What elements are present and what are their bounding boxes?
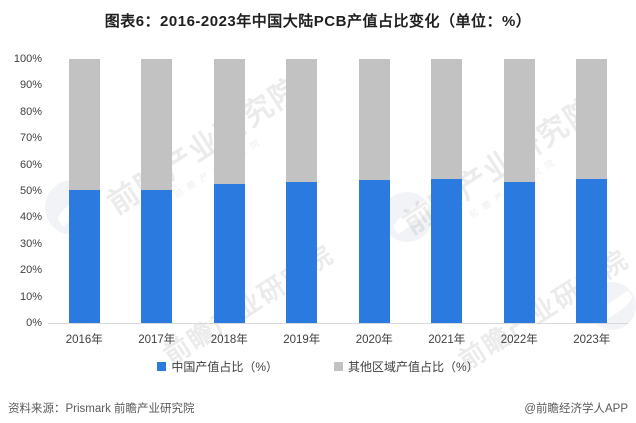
- y-tick-label: 30%: [19, 237, 42, 250]
- stacked-bar-2018年: [213, 59, 245, 323]
- bar-segment: [68, 59, 100, 190]
- x-tick-label: 2023年: [573, 334, 611, 346]
- bar-segment: [213, 59, 245, 185]
- bar-series: [48, 59, 628, 323]
- bar-group: [411, 59, 484, 323]
- bar-group: [338, 59, 411, 323]
- y-tick-label: 100%: [13, 53, 42, 65]
- legend-label-china: 中国产值占比（%）: [171, 360, 278, 374]
- bar-segment: [68, 189, 100, 323]
- bar-group: [121, 59, 194, 323]
- bar-segment: [503, 59, 535, 182]
- stacked-bar-2017年: [141, 59, 173, 323]
- x-tick-label: 2018年: [210, 334, 248, 346]
- bar-group: [48, 59, 121, 323]
- y-tick-label: 0%: [26, 317, 42, 329]
- stacked-bar-2021年: [431, 59, 463, 323]
- source-note: 资料来源：Prismark 前瞻产业研究院: [8, 403, 195, 415]
- bar-segment: [503, 181, 535, 323]
- x-axis: 2016年 2017年 2018年 2019年 2020年 2021年 2022年 2023年: [48, 331, 628, 347]
- legend-item-china: 中国产值占比（%）: [157, 358, 278, 375]
- stacked-bar-2020年: [358, 59, 390, 323]
- bar-segment: [358, 59, 390, 181]
- bar-group: [556, 59, 629, 323]
- y-tick-label: 40%: [19, 211, 42, 224]
- stacked-bar-2023年: [576, 59, 608, 323]
- bar-group: [266, 59, 339, 323]
- y-tick-label: 60%: [19, 158, 42, 171]
- legend-label-other: 其他区域产值占比（%）: [348, 360, 479, 374]
- stacked-bar-2019年: [286, 59, 318, 323]
- stacked-bar-2022年: [503, 59, 535, 323]
- y-tick-label: 10%: [19, 290, 42, 303]
- y-tick-label: 70%: [19, 132, 42, 145]
- y-axis: 100% 90% 80% 70% 60% 50% 40% 30% 20% 10% 0%: [0, 53, 42, 329]
- y-tick-label: 20%: [19, 264, 42, 277]
- y-tick-label: 90%: [19, 79, 42, 92]
- bar-segment: [286, 181, 318, 323]
- footer: 资料来源：Prismark 前瞻产业研究院 @前瞻经济学人APP: [8, 400, 628, 416]
- x-tick-label: 2020年: [355, 334, 393, 346]
- bar-segment: [213, 184, 245, 323]
- y-tick-label: 80%: [19, 105, 42, 118]
- bar-group: [193, 59, 266, 323]
- y-tick-label: 50%: [19, 185, 42, 197]
- x-tick-label: 2017年: [138, 334, 176, 346]
- legend-swatch-china: [157, 362, 167, 371]
- legend-swatch-other: [334, 362, 343, 371]
- brand-note: @前瞻经济学人APP: [524, 403, 628, 415]
- bar-segment: [431, 59, 463, 180]
- bar-segment: [141, 189, 173, 323]
- x-tick-label: 2019年: [283, 334, 321, 346]
- x-tick-label: 2016年: [65, 334, 103, 346]
- legend: 中国产值占比（%） 其他区域产值占比（%）: [0, 358, 636, 375]
- x-tick-label: 2021年: [428, 334, 466, 346]
- bar-segment: [358, 180, 390, 323]
- bar-group: [483, 59, 556, 323]
- legend-item-other: 其他区域产值占比（%）: [334, 358, 479, 375]
- bar-segment: [141, 59, 173, 190]
- plot-area: [48, 59, 628, 324]
- x-tick-label: 2022年: [500, 334, 538, 346]
- bar-segment: [431, 179, 463, 323]
- bar-segment: [576, 179, 608, 323]
- stacked-bar-2016年: [68, 59, 100, 323]
- bar-segment: [286, 59, 318, 182]
- bar-segment: [576, 59, 608, 180]
- chart-title: 图表6：2016-2023年中国大陆PCB产值占比变化（单位：%）: [104, 13, 532, 30]
